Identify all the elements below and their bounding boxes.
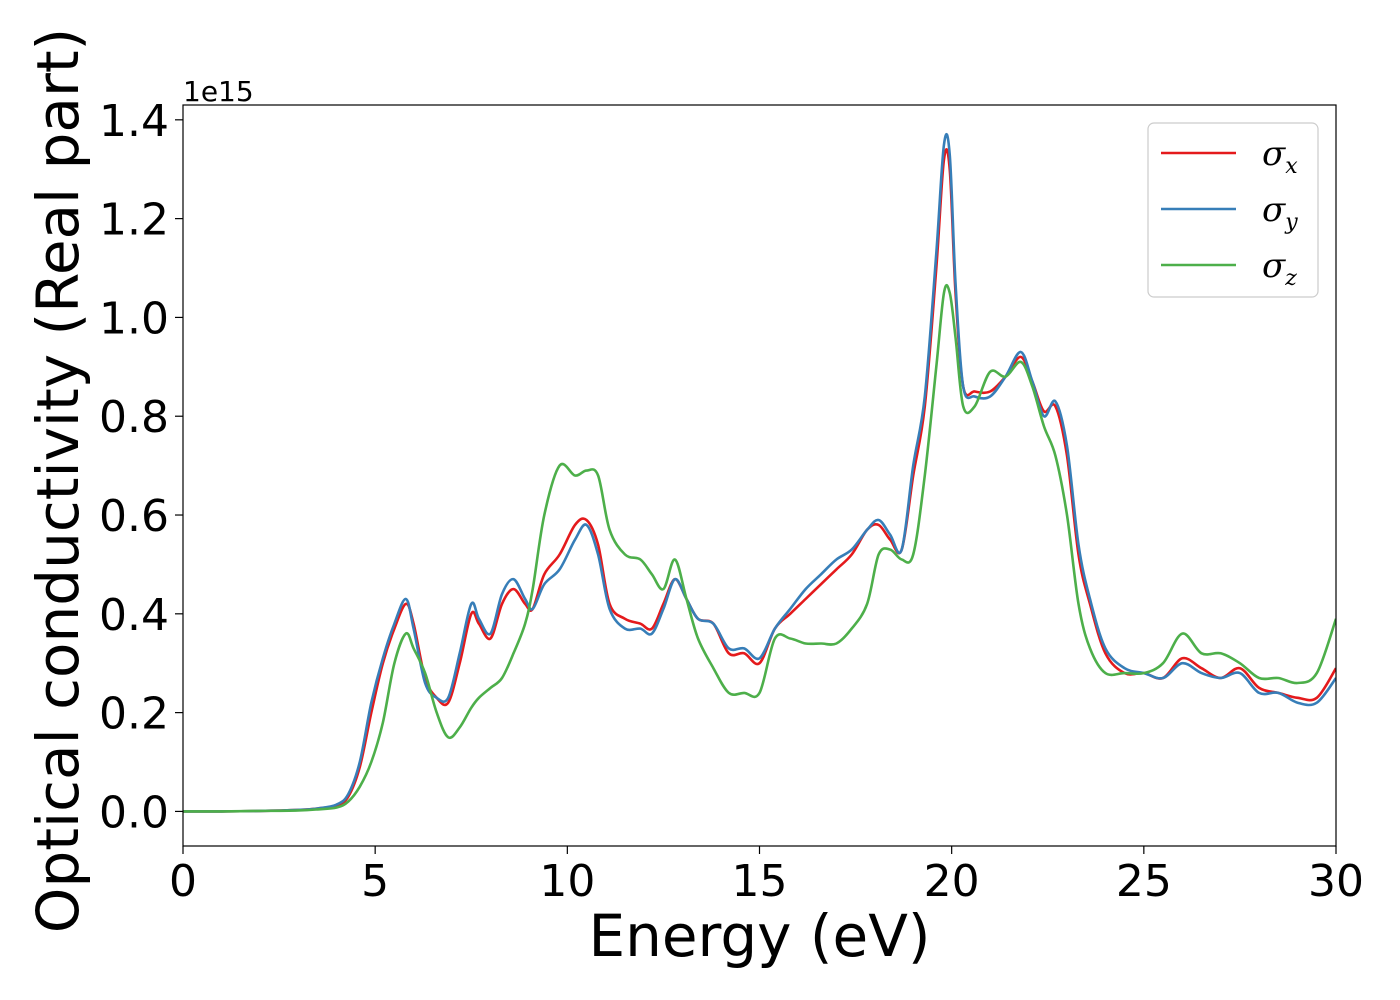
x-tick-label: 5 [361, 856, 389, 907]
x-tick-label: 20 [924, 856, 980, 907]
x-tick-label: 15 [732, 856, 788, 907]
series-line-z [183, 284, 1336, 813]
series-line-y [183, 133, 1336, 813]
y-tick-label: 1.4 [99, 96, 169, 147]
y-axis-label: Optical conductivity (Real part) [24, 28, 92, 933]
x-tick-label: 25 [1116, 856, 1172, 907]
x-axis-ticks: 0 5 10 15 20 25 30 [169, 846, 1364, 907]
x-tick-label: 10 [539, 856, 595, 907]
legend-entry-x: σx [1161, 134, 1298, 179]
x-tick-label: 30 [1308, 856, 1364, 907]
y-tick-label: 0.6 [99, 491, 169, 542]
y-tick-label: 0.2 [99, 689, 169, 740]
x-axis-label: Energy (eV) [588, 902, 930, 970]
legend-entry-z: σz [1161, 246, 1297, 291]
legend-label: σy [1262, 190, 1298, 235]
y-tick-label: 1.0 [99, 293, 169, 344]
legend-label: σz [1262, 246, 1297, 291]
y-tick-label: 0.0 [99, 787, 169, 838]
legend-label: σx [1262, 134, 1298, 179]
y-tick-label: 0.4 [99, 590, 169, 641]
legend-entry-y: σy [1161, 190, 1298, 235]
y-axis-ticks: 0.0 0.2 0.4 0.6 0.8 1.0 1.2 1.4 [99, 96, 183, 838]
series-layer [183, 133, 1336, 813]
y-offset-label: 1e15 [183, 75, 254, 108]
legend: σx σy σz [1147, 122, 1319, 298]
x-tick-label: 0 [169, 856, 197, 907]
y-tick-label: 1.2 [99, 195, 169, 246]
y-tick-label: 0.8 [99, 392, 169, 443]
